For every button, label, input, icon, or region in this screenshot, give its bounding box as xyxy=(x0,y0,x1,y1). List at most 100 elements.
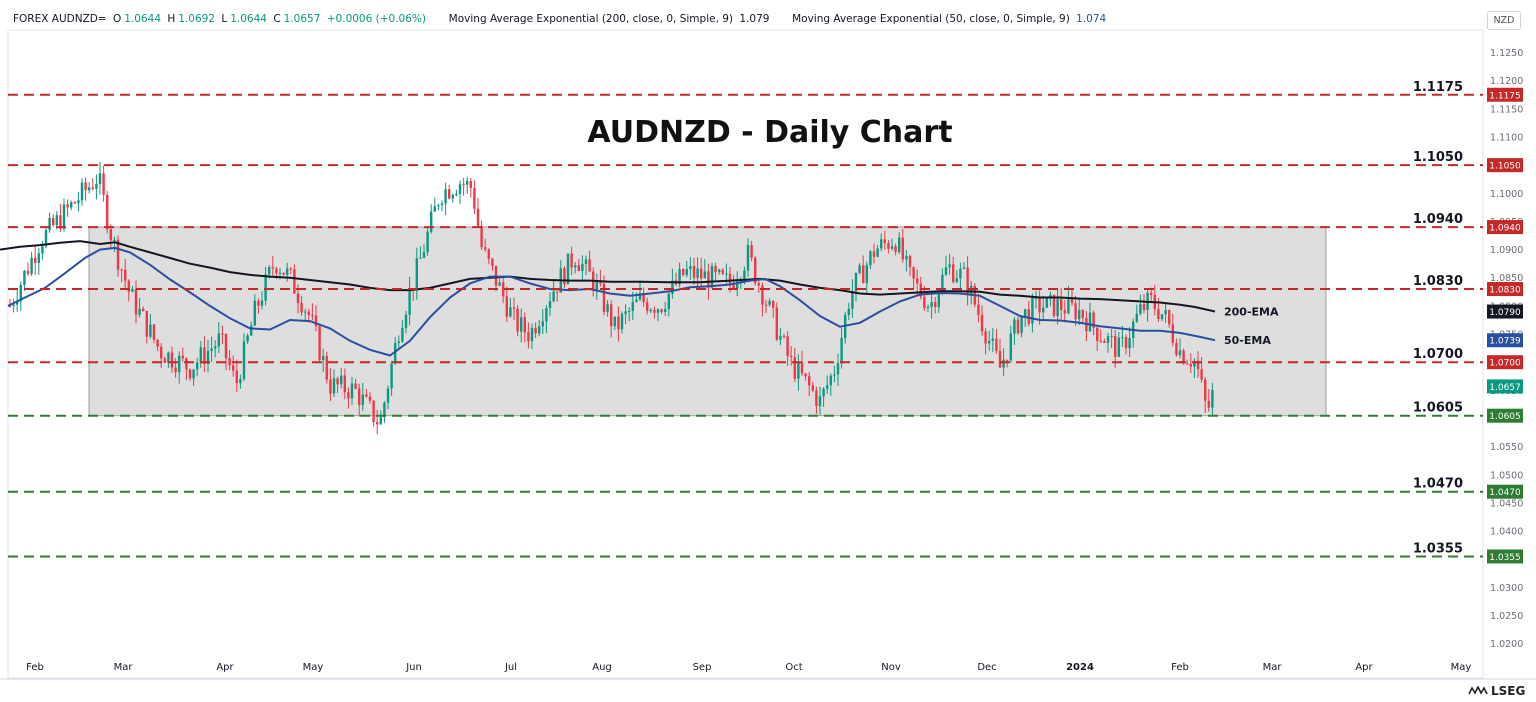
candle-up xyxy=(595,280,598,291)
currency-button[interactable]: NZD xyxy=(1487,11,1521,30)
candle-up xyxy=(822,388,825,397)
ema200-label: 200-EMA xyxy=(1224,306,1279,319)
candle-down xyxy=(469,181,472,188)
x-tick-label: 2024 xyxy=(1066,662,1094,673)
candle-up xyxy=(736,281,739,289)
candle-down xyxy=(721,269,724,274)
candle-down xyxy=(343,375,346,393)
candle-down xyxy=(1182,350,1185,364)
candle-up xyxy=(628,310,631,312)
candle-down xyxy=(894,246,897,252)
candle-up xyxy=(624,311,627,314)
candle-up xyxy=(1128,338,1131,349)
candle-up xyxy=(70,202,73,208)
candle-up xyxy=(905,255,908,260)
candle-down xyxy=(757,283,760,286)
candle-up xyxy=(30,257,33,274)
candle-down xyxy=(692,266,696,278)
x-tick-label: Nov xyxy=(881,662,901,673)
candle-up xyxy=(383,402,386,418)
candle-down xyxy=(934,302,937,307)
candle-up xyxy=(746,245,750,271)
candle-down xyxy=(998,350,1002,368)
ema50-price-tag-text: 1.0739 xyxy=(1489,337,1521,347)
candle-down xyxy=(160,346,163,359)
candle-up xyxy=(214,346,217,349)
candle-down xyxy=(134,289,138,315)
candle-up xyxy=(768,301,771,305)
x-tick-label: Mar xyxy=(1263,662,1283,673)
candle-up xyxy=(649,309,652,312)
candle-down xyxy=(1096,327,1099,341)
x-tick-label: Dec xyxy=(977,662,996,673)
candle-down xyxy=(1052,294,1056,316)
candle-up xyxy=(1139,304,1142,314)
candle-down xyxy=(646,302,649,312)
ema200-legend-label[interactable]: Moving Average Exponential (200, close, … xyxy=(448,13,734,25)
candle-down xyxy=(372,400,375,422)
candle-down xyxy=(984,331,987,344)
candle-down xyxy=(354,383,357,389)
candle-down xyxy=(116,239,120,270)
candle-down xyxy=(610,304,613,327)
candle-up xyxy=(541,321,544,327)
candle-down xyxy=(1204,379,1207,401)
candle-down xyxy=(980,314,984,332)
low-value: 1.0644 xyxy=(230,13,267,25)
candle-up xyxy=(948,264,951,268)
candle-up xyxy=(48,218,51,231)
candle-up xyxy=(847,308,850,315)
level-tag-text: 1.0355 xyxy=(1489,553,1521,563)
candle-up xyxy=(498,282,501,286)
candle-down xyxy=(368,396,372,401)
candle-up xyxy=(620,313,624,330)
candle-down xyxy=(271,267,274,269)
candle-down xyxy=(462,184,465,186)
candle-up xyxy=(552,291,555,302)
candle-down xyxy=(84,182,87,191)
candle-up xyxy=(926,306,930,309)
candle-up xyxy=(440,203,444,206)
candle-up xyxy=(1034,297,1038,299)
candle-up xyxy=(455,193,458,196)
candle-up xyxy=(635,299,638,303)
candle-down xyxy=(700,268,703,279)
candle-down xyxy=(800,362,804,374)
candle-up xyxy=(113,239,116,241)
candle-down xyxy=(516,308,519,332)
candle-down xyxy=(1060,299,1063,311)
candle-up xyxy=(408,288,411,315)
candle-down xyxy=(1092,312,1095,328)
level-tag-text: 1.0940 xyxy=(1489,224,1521,234)
candle-down xyxy=(754,257,757,284)
candle-up xyxy=(1211,389,1214,408)
candle-up xyxy=(1135,313,1138,322)
candle-up xyxy=(667,293,670,310)
candle-up xyxy=(466,181,469,185)
level-tag-bg xyxy=(1487,87,1523,102)
candle-up xyxy=(1121,337,1124,339)
candle-down xyxy=(365,394,368,397)
candle-up xyxy=(1056,299,1059,316)
candle-down xyxy=(257,300,260,306)
candle-up xyxy=(962,267,966,269)
x-tick-label: Apr xyxy=(1355,662,1373,673)
candle-down xyxy=(473,187,476,209)
candle-down xyxy=(923,296,926,309)
candle-up xyxy=(1178,350,1182,356)
candle-down xyxy=(318,326,321,361)
high-value: 1.0692 xyxy=(178,13,216,25)
level-tag-text: 1.0605 xyxy=(1489,412,1521,422)
y-tick-label: 1.0850 xyxy=(1490,273,1523,284)
symbol-label[interactable]: FOREX AUDNZD= xyxy=(13,13,107,25)
candle-down xyxy=(1074,303,1077,320)
candle-down xyxy=(224,334,228,359)
candle-up xyxy=(930,302,933,307)
candle-down xyxy=(163,358,166,363)
candle-down xyxy=(523,317,526,333)
candle-up xyxy=(854,272,858,292)
ema50-legend-label[interactable]: Moving Average Exponential (50, close, 0… xyxy=(792,13,1070,25)
candle-down xyxy=(804,373,807,377)
candle-down xyxy=(127,280,130,292)
